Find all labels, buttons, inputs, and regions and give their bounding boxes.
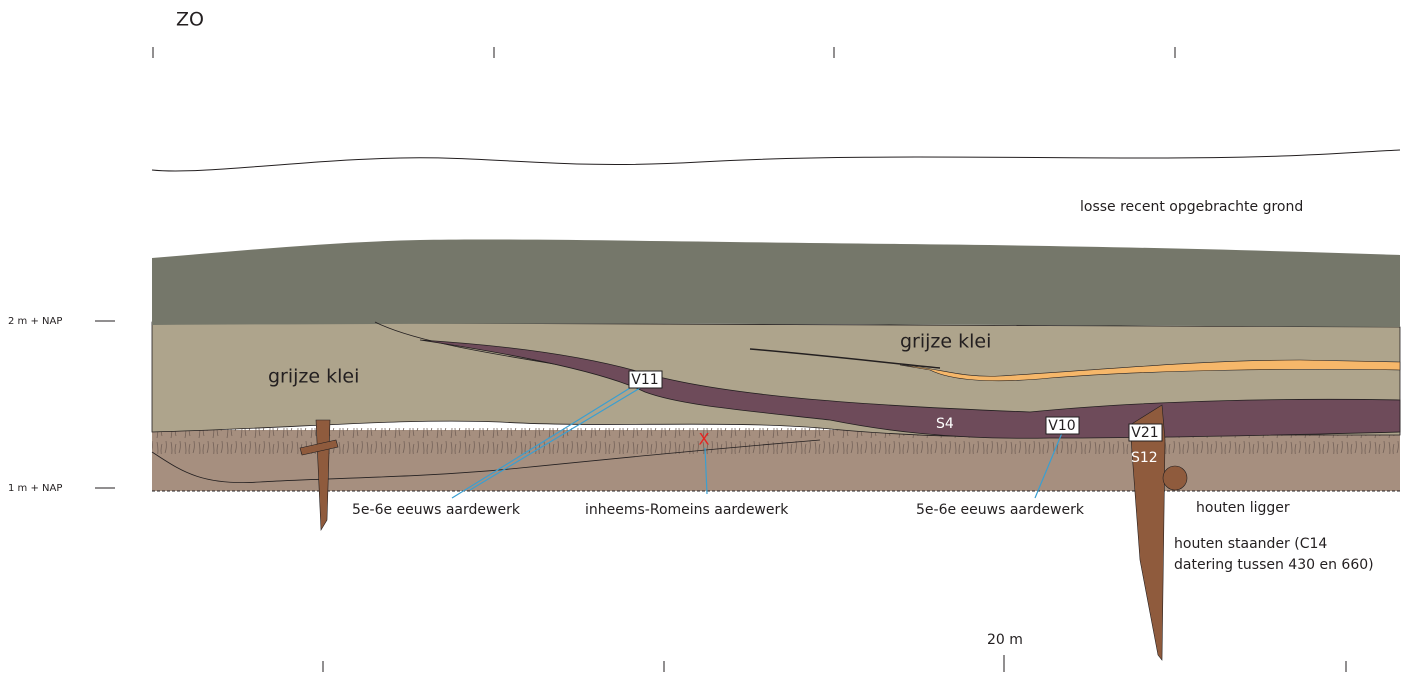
- annotation: houten ligger: [1196, 500, 1290, 516]
- annotation: inheems-Romeins aardewerk: [585, 502, 789, 518]
- surface-line: [151, 149, 1401, 172]
- level-label: 2 m + NAP: [8, 316, 62, 327]
- feature-label: V11: [631, 372, 658, 388]
- find-marker: X: [699, 430, 710, 449]
- stake-crossbar: [299, 439, 339, 456]
- leader: [451, 387, 631, 499]
- label-box: [1045, 416, 1080, 435]
- annotation: houten staander (C14: [1174, 536, 1327, 552]
- feature-label: S12: [1131, 450, 1158, 466]
- layer-label: grijze klei: [900, 331, 991, 353]
- level-label: 1 m + NAP: [8, 483, 62, 494]
- annotation: datering tussen 430 en 660): [1174, 557, 1374, 573]
- annotation: 5e-6e eeuws aardewerk: [352, 502, 521, 518]
- layer-label: grijze klei: [268, 366, 359, 388]
- annotation: 5e-6e eeuws aardewerk: [916, 502, 1085, 518]
- feature-label: V21: [1131, 425, 1158, 441]
- dark-topsoil: [152, 239, 1400, 327]
- ticks: [95, 47, 1347, 672]
- label-box: [628, 370, 663, 389]
- scale-label: 20 m: [987, 632, 1023, 648]
- beam: [1162, 465, 1188, 491]
- feature-label: S4: [936, 416, 954, 432]
- orange-lens: [899, 359, 1401, 382]
- thin-line: [749, 348, 941, 369]
- post-right: [1129, 404, 1166, 661]
- direction: ZO: [176, 9, 204, 31]
- leader: [704, 447, 708, 495]
- layer-label: losse recent opgebrachte grond: [1080, 199, 1303, 215]
- feature-label: V10: [1048, 418, 1075, 434]
- leader: [469, 387, 641, 491]
- leader: [1034, 432, 1063, 499]
- label-box: [1128, 423, 1163, 442]
- lower-trace: [151, 439, 821, 484]
